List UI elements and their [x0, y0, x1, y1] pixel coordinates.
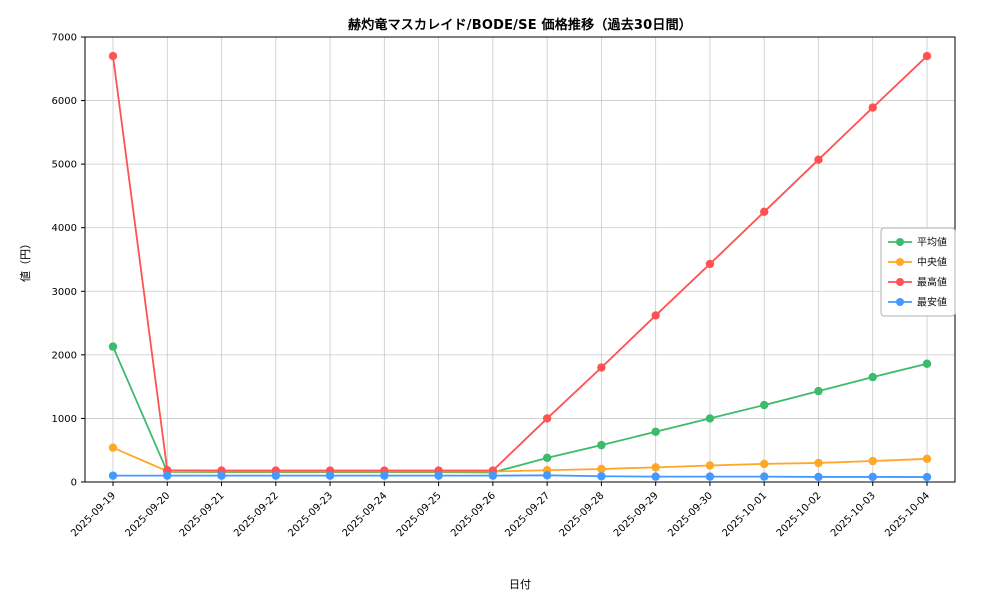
- data-point-marker: [705, 414, 715, 423]
- y-tick-label: 7000: [52, 33, 77, 44]
- data-point-marker: [868, 472, 877, 482]
- x-tick-label: 2025-09-20: [124, 490, 173, 539]
- data-point-marker: [651, 463, 660, 472]
- data-point-marker: [814, 386, 823, 396]
- data-point-marker: [597, 363, 606, 372]
- x-tick-label: 2025-10-03: [829, 490, 878, 539]
- x-tick-label: 2025-09-29: [612, 490, 661, 539]
- data-point-marker: [705, 259, 715, 269]
- series-平均値: [108, 342, 932, 477]
- data-point-marker: [760, 207, 769, 217]
- y-tick-label: 4000: [52, 223, 77, 234]
- legend-marker: [896, 238, 904, 246]
- legend-box: [880, 227, 956, 317]
- data-point-marker: [922, 454, 932, 463]
- data-point-marker: [108, 471, 118, 480]
- legend-label: 中央値: [917, 256, 947, 269]
- x-tick-label: 2025-09-25: [395, 490, 444, 539]
- data-point-marker: [814, 472, 823, 482]
- data-point-marker: [868, 372, 877, 382]
- series-line: [112, 346, 928, 474]
- y-tick-label: 5000: [52, 160, 77, 171]
- data-point-marker: [760, 472, 769, 481]
- legend-label: 最高値: [917, 276, 947, 289]
- grid: [85, 36, 955, 483]
- x-tick-label: 2025-09-28: [558, 490, 607, 539]
- data-point-marker: [108, 51, 118, 61]
- data-point-marker: [814, 155, 823, 164]
- data-point-marker: [597, 472, 606, 481]
- data-point-marker: [597, 440, 606, 450]
- legend-marker: [896, 298, 904, 306]
- data-point-marker: [217, 471, 226, 480]
- y-tick-label: 3000: [52, 287, 77, 298]
- x-axis: 2025-09-19 2025-09-20 2025-09-21 2025-09-22…: [69, 482, 932, 539]
- x-tick-label: 2025-09-30: [666, 490, 715, 539]
- data-point-marker: [542, 453, 552, 463]
- x-tick-label: 2025-09-21: [178, 490, 227, 539]
- legend-marker: [896, 278, 904, 286]
- x-tick-label: 2025-09-22: [232, 490, 281, 539]
- series-最高値: [108, 51, 932, 475]
- data-point-marker: [760, 459, 769, 469]
- data-point-marker: [434, 471, 443, 480]
- legend-label: 平均値: [917, 236, 947, 249]
- data-point-marker: [814, 458, 823, 468]
- data-point-marker: [868, 103, 877, 112]
- chart-title: 赫灼竜マスカレイド/BODE/SE 価格推移（過去30日間）: [348, 18, 692, 33]
- x-tick-label: 2025-09-19: [69, 490, 118, 539]
- data-point-marker: [271, 471, 280, 480]
- x-tick-label: 2025-10-02: [775, 490, 824, 539]
- data-point-marker: [325, 471, 335, 480]
- series-最安値: [108, 471, 932, 482]
- x-tick-label: 2025-09-24: [341, 490, 390, 539]
- y-axis: 0 1000 2000 3000 4000 5000 6000 7000: [52, 33, 85, 489]
- x-tick-label: 2025-10-04: [883, 490, 932, 539]
- y-tick-label: 0: [71, 478, 77, 489]
- legend-label: 最安値: [917, 296, 947, 309]
- series-line: [112, 446, 928, 473]
- data-point-marker: [705, 461, 715, 470]
- data-point-marker: [922, 472, 932, 482]
- data-point-marker: [542, 414, 552, 423]
- legend-marker: [896, 258, 904, 266]
- plot-frame: [84, 36, 956, 483]
- data-point-marker: [163, 471, 172, 480]
- series-line: [113, 474, 928, 478]
- data-point-marker: [597, 464, 606, 474]
- data-point-marker: [542, 471, 552, 480]
- data-point-marker: [760, 400, 769, 410]
- data-point-marker: [108, 342, 118, 351]
- y-tick-label: 1000: [52, 414, 77, 425]
- x-tick-label: 2025-10-01: [720, 490, 769, 539]
- y-tick-label: 6000: [52, 96, 77, 107]
- data-point-marker: [108, 443, 118, 452]
- data-point-marker: [380, 471, 389, 480]
- data-point-marker: [868, 456, 877, 466]
- data-point-marker: [705, 472, 715, 481]
- data-point-marker: [922, 51, 932, 61]
- x-tick-label: 2025-09-26: [449, 490, 498, 539]
- x-tick-label: 2025-09-27: [503, 490, 552, 539]
- y-tick-label: 2000: [52, 350, 77, 361]
- data-point-marker: [488, 471, 498, 480]
- data-point-marker: [922, 359, 932, 368]
- data-point-marker: [651, 472, 660, 481]
- x-tick-label: 2025-09-23: [286, 490, 335, 539]
- x-axis-label: 日付: [509, 578, 531, 591]
- data-point-marker: [651, 311, 660, 320]
- series-line: [112, 55, 928, 472]
- y-axis-label: 値（円）: [19, 238, 32, 282]
- data-point-marker: [651, 427, 660, 436]
